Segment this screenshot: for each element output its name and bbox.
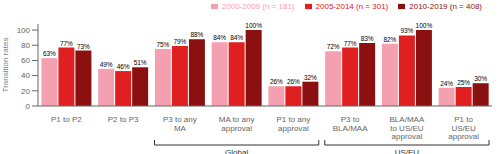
svg-text:84%: 84% [213, 34, 226, 41]
svg-text:24%: 24% [440, 80, 453, 87]
svg-text:25%: 25% [457, 79, 470, 86]
svg-text:60: 60 [21, 56, 30, 65]
svg-text:Global: Global [225, 148, 248, 154]
svg-text:73%: 73% [77, 43, 90, 50]
svg-text:46%: 46% [117, 63, 130, 70]
svg-text:P2 to P3: P2 to P3 [108, 115, 139, 124]
svg-text:72%: 72% [327, 43, 340, 50]
svg-text:Transition rates: Transition rates [8, 38, 10, 93]
svg-text:80: 80 [21, 41, 30, 50]
svg-text:P1 toUS/EUapproval: P1 toUS/EUapproval [448, 115, 479, 141]
svg-text:32%: 32% [304, 74, 317, 81]
svg-text:63%: 63% [43, 50, 56, 57]
svg-text:30%: 30% [474, 75, 487, 82]
svg-text:US/EU: US/EU [395, 148, 420, 154]
svg-text:49%: 49% [100, 61, 113, 68]
svg-text:26%: 26% [270, 78, 283, 85]
svg-text:88%: 88% [190, 31, 203, 38]
svg-text:BLA/MAAto US/EUapproval: BLA/MAAto US/EUapproval [390, 115, 425, 141]
svg-text:77%: 77% [60, 40, 73, 47]
svg-text:P3 to anyMA: P3 to anyMA [163, 115, 197, 133]
svg-text:20: 20 [21, 87, 30, 96]
svg-text:93%: 93% [400, 27, 413, 34]
svg-text:77%: 77% [344, 40, 357, 47]
svg-text:100%: 100% [416, 22, 433, 29]
html-text:2005-2014 (n = 301): 2005-2014 (n = 301) [315, 2, 389, 11]
svg-text:100: 100 [17, 26, 31, 35]
svg-text:51%: 51% [134, 59, 147, 66]
svg-text:P1 to anyapproval: P1 to anyapproval [276, 115, 310, 133]
svg-text:26%: 26% [287, 78, 300, 85]
html-text:2000-2009 (n = 181): 2000-2009 (n = 181) [221, 2, 295, 11]
svg-text:100%: 100% [245, 22, 262, 29]
svg-text:82%: 82% [383, 36, 396, 43]
svg-text:84%: 84% [230, 34, 243, 41]
svg-text:P3 toBLA/MAA: P3 toBLA/MAA [333, 115, 368, 133]
svg-text:79%: 79% [173, 38, 186, 45]
svg-text:83%: 83% [361, 35, 374, 42]
svg-text:0: 0 [26, 102, 31, 111]
svg-text:P1 to P2: P1 to P2 [51, 115, 82, 124]
svg-text:75%: 75% [156, 41, 169, 48]
svg-text:40: 40 [21, 71, 30, 80]
svg-text:MA to anyapproval: MA to anyapproval [219, 115, 255, 133]
html-text:2010-2019 (n = 408): 2010-2019 (n = 408) [409, 2, 482, 11]
